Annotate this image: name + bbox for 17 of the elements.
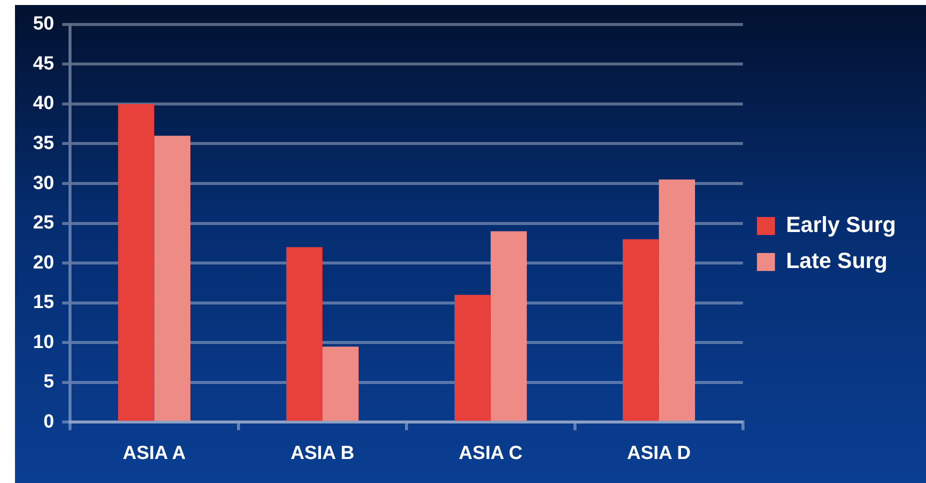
x-tick-label: ASIA D [627, 442, 691, 464]
x-tick-label: ASIA C [458, 442, 523, 464]
y-tick-label: 45 [32, 53, 55, 74]
y-tick-label: 5 [44, 372, 55, 393]
y-tick-label: 25 [32, 212, 55, 234]
y-tick-label: 15 [32, 292, 55, 314]
y-tick-label: 0 [44, 411, 54, 432]
x-tick-label: ASIA B [290, 442, 354, 464]
legend-label: Early Surg [786, 212, 896, 238]
x-tick-label: ASIA A [122, 442, 186, 464]
y-tick-label: 35 [32, 132, 55, 154]
y-tick-label: 30 [32, 172, 54, 194]
y-tick-label: 10 [32, 332, 54, 353]
legend-label: Late Surg [786, 248, 888, 274]
y-tick-label: 50 [32, 14, 54, 35]
y-tick-label: 20 [32, 252, 54, 274]
y-tick-label: 40 [32, 93, 54, 114]
